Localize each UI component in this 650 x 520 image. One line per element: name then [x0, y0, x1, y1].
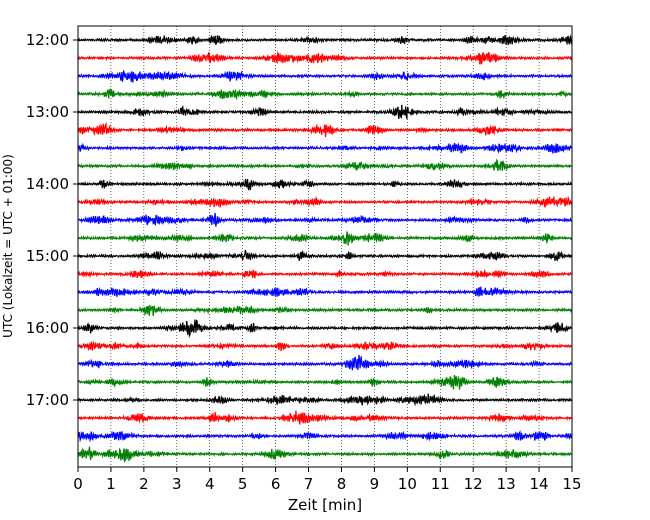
x-tick-label: 10 — [398, 475, 417, 493]
trace-1530 — [77, 286, 573, 298]
trace-1500 — [77, 249, 573, 261]
trace-1315 — [77, 122, 573, 138]
trace-1700 — [77, 393, 573, 407]
y-axis-ticks: 12:00 13:00 14:00 15:00 16:00 17:00 — [26, 31, 78, 409]
y-tick-label: 13:00 — [26, 103, 69, 121]
y-tick-label: 14:00 — [26, 175, 69, 193]
x-tick-label: 1 — [106, 475, 116, 493]
x-tick-label: 3 — [172, 475, 182, 493]
trace-1730 — [77, 429, 573, 443]
x-tick-label: 0 — [73, 475, 83, 493]
seismogram-traces — [77, 34, 573, 464]
trace-1745 — [77, 446, 573, 464]
y-tick-label: 16:00 — [26, 319, 69, 337]
trace-1515 — [77, 268, 573, 279]
x-tick-label: 11 — [431, 475, 450, 493]
x-tick-label: 4 — [205, 475, 215, 493]
trace-1430 — [77, 212, 573, 227]
x-tick-label: 14 — [530, 475, 549, 493]
trace-1715 — [77, 410, 573, 425]
trace-1300 — [77, 104, 573, 120]
x-tick-label: 6 — [271, 475, 281, 493]
trace-1545 — [77, 304, 573, 317]
x-tick-label: 2 — [139, 475, 149, 493]
x-tick-label: 8 — [337, 475, 347, 493]
trace-1445 — [77, 230, 573, 246]
trace-1230 — [77, 69, 573, 83]
x-axis-ticks: 0 1 2 3 4 5 6 7 8 9 10 11 12 13 14 15 — [73, 467, 582, 493]
trace-1215 — [77, 50, 573, 65]
x-axis-label: Zeit [min] — [288, 496, 362, 514]
plot-frame — [77, 25, 573, 468]
x-tick-label: 12 — [464, 475, 483, 493]
trace-1400 — [77, 178, 573, 192]
trace-1330 — [77, 142, 573, 154]
y-tick-label: 17:00 — [26, 391, 69, 409]
trace-1345 — [77, 158, 573, 172]
trace-1615 — [77, 340, 573, 352]
trace-1645 — [77, 375, 573, 390]
x-tick-label: 9 — [370, 475, 380, 493]
trace-1200 — [77, 34, 573, 46]
trace-1630 — [77, 354, 573, 371]
x-tick-label: 7 — [304, 475, 314, 493]
x-tick-label: 5 — [238, 475, 248, 493]
x-tick-label: 13 — [497, 475, 516, 493]
x-tick-label: 15 — [562, 475, 581, 493]
y-axis-label: UTC (Lokalzeit = UTC + 01:00) — [1, 154, 15, 338]
y-tick-label: 12:00 — [26, 31, 69, 49]
trace-1245 — [77, 87, 573, 101]
trace-1600 — [77, 319, 573, 339]
y-tick-label: 15:00 — [26, 247, 69, 265]
trace-1415 — [77, 195, 573, 208]
